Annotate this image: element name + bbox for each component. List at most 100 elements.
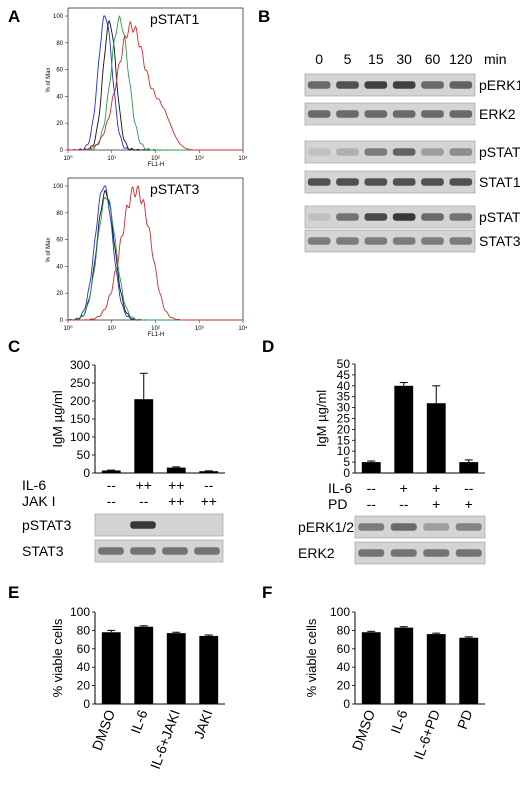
condition-value: ++: [168, 493, 184, 509]
x-tick-label: 10⁴: [238, 325, 248, 332]
blot-band: [358, 549, 385, 557]
x-category-label: IL-6+JAKI: [147, 708, 183, 772]
blot-row-label: STAT1: [479, 174, 520, 190]
blot-row: STAT1: [304, 170, 520, 194]
bar: [101, 632, 121, 704]
y-tick-label: 40: [77, 660, 91, 674]
blot-band: [336, 237, 359, 245]
condition-label: IL-6: [22, 477, 46, 493]
blot-band: [423, 523, 450, 531]
x-axis-label: FL1-H: [148, 332, 165, 338]
y-tick-label: 40: [337, 379, 351, 393]
bar: [459, 637, 479, 704]
blot-band: [390, 549, 417, 557]
bar: [199, 471, 219, 473]
blot-band: [98, 547, 124, 555]
y-tick-label: 0: [60, 318, 64, 324]
blot-band: [364, 148, 388, 156]
blot-band: [392, 110, 416, 118]
y-tick-label: 60: [337, 642, 351, 656]
blot-band: [364, 81, 388, 89]
y-tick-label: 60: [56, 238, 63, 244]
blot-row: pSTAT3: [304, 205, 520, 229]
x-axis-label: FL1-H: [148, 162, 165, 168]
condition-value: +: [432, 496, 440, 512]
blot-band: [307, 81, 331, 89]
bar: [166, 633, 186, 704]
x-category-label: PD: [454, 708, 476, 732]
blot-background: [94, 539, 224, 563]
blot-band: [392, 213, 416, 221]
blot-row: STAT3: [22, 539, 224, 563]
y-tick-label: 50: [337, 357, 351, 371]
blot-band: [130, 547, 156, 555]
blot-band: [358, 523, 385, 531]
y-tick-label: 0: [60, 148, 64, 154]
y-tick-label: 0: [343, 466, 350, 480]
histogram-curve-red: [68, 20, 243, 151]
y-tick-label: 35: [337, 390, 351, 404]
y-tick-label: 5: [343, 455, 350, 469]
y-tick-label: 50: [77, 448, 91, 462]
x-category-label: IL-6: [387, 707, 410, 735]
bar: [166, 467, 186, 473]
histogram-curve-blue: [68, 185, 243, 321]
blot-row-label: pSTAT3: [22, 517, 71, 533]
plot-frame: [67, 7, 244, 151]
timepoint-label: 60: [425, 51, 441, 67]
blot-row: STAT3: [304, 229, 520, 253]
y-tick-label: 40: [56, 264, 63, 270]
x-category-label: DMSO: [89, 707, 118, 752]
y-tick-label: 40: [56, 94, 63, 100]
x-category-label: IL-6+PD: [410, 708, 443, 762]
panel-label-e: E: [8, 583, 19, 602]
blot-band: [194, 547, 220, 555]
blot-band: [421, 148, 444, 156]
y-tick-label: 20: [77, 679, 91, 693]
blot-band: [336, 213, 359, 221]
histogram-curves: [67, 15, 243, 151]
x-tick-label: 10²: [151, 156, 160, 162]
y-tick-label: 80: [77, 623, 91, 637]
blot-background: [304, 140, 476, 164]
condition-value: --: [399, 496, 409, 512]
blot-band: [455, 549, 482, 557]
western-blot-timecourse: 0 5 15 30 60 120 min pERK1/2 ERK2 pSTAT1 STAT1 pS…: [304, 51, 520, 253]
condition-label: PD: [328, 496, 347, 512]
y-tick-label: 100: [70, 430, 90, 444]
y-tick-label: 15: [337, 433, 351, 447]
y-tick-label: 300: [70, 358, 90, 372]
condition-value: ++: [136, 477, 152, 493]
panel-label-f: F: [262, 583, 272, 602]
blot-band: [392, 81, 416, 89]
blot-band: [392, 237, 416, 245]
y-tick-label: 100: [330, 605, 350, 619]
x-tick-label: 10⁴: [238, 155, 248, 162]
histogram-curve-green: [67, 196, 243, 321]
condition-value: --: [107, 493, 117, 509]
y-tick-label: 60: [77, 642, 91, 656]
blot-background: [304, 205, 476, 229]
bar-chart-f: 0 20 40 60 80 100 % viable cells DMSO IL-6 IL-6+P…: [304, 605, 485, 762]
histogram-title: pSTAT1: [150, 11, 199, 27]
blot-row-label: pSTAT1: [479, 144, 520, 160]
blot-band: [307, 178, 331, 186]
blot-row: pSTAT3: [22, 513, 224, 537]
bar: [361, 632, 381, 704]
blot-band: [364, 110, 388, 118]
histogram-curves: [67, 184, 243, 321]
y-tick-labels: 0 20 40 60 80 100: [53, 184, 68, 324]
panel-label-b: B: [258, 7, 270, 26]
blot-band: [455, 523, 482, 531]
blot-band: [336, 110, 359, 118]
blot-background: [304, 170, 476, 194]
timepoint-label: 30: [396, 51, 412, 67]
x-tick-label: 10²: [151, 326, 160, 332]
y-tick-label: 100: [53, 14, 64, 20]
bar: [426, 403, 446, 473]
y-tick-label: 30: [337, 401, 351, 415]
bar: [459, 462, 479, 473]
